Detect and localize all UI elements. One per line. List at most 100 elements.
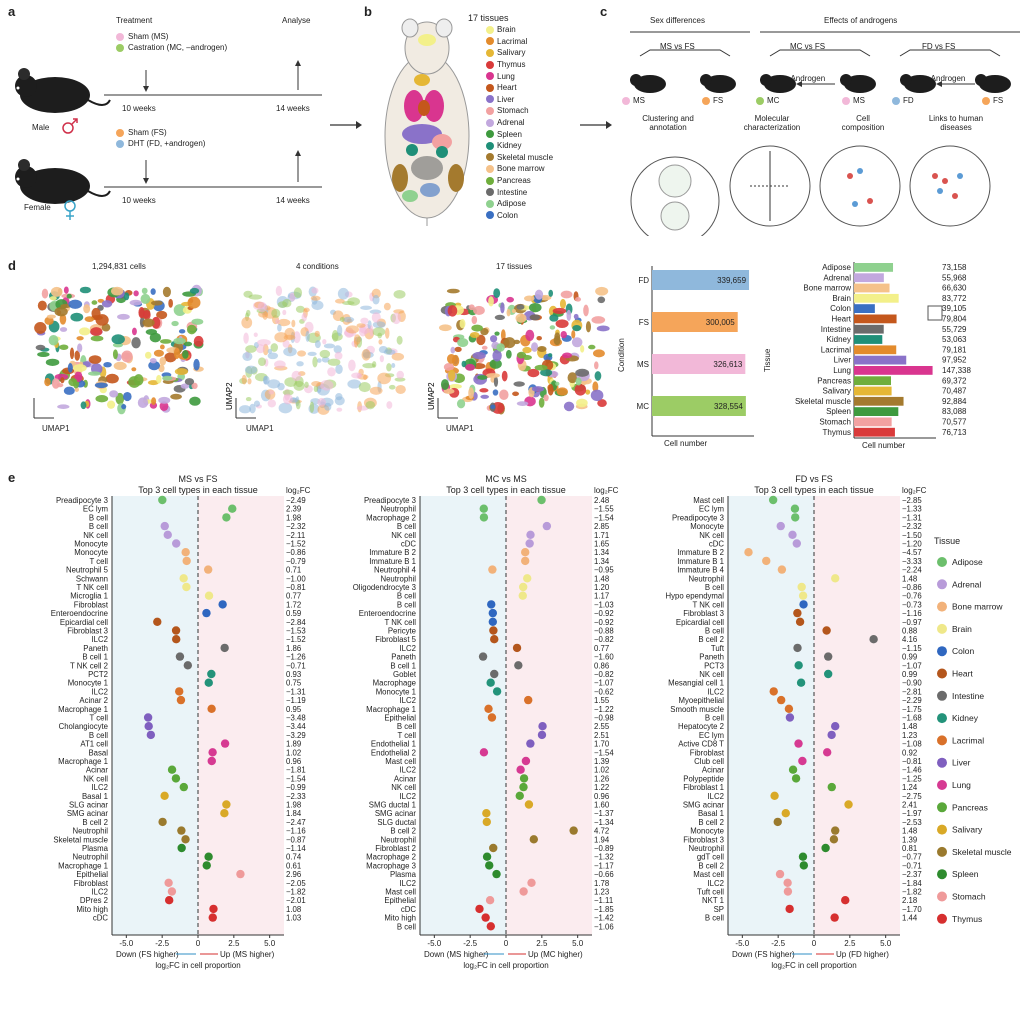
week-14-male: 14 weeks [276, 104, 310, 113]
umap-cell [241, 374, 247, 385]
dot-point [202, 861, 211, 870]
legend-dot-icon [937, 601, 947, 612]
cell-type-label: Immature B 4 [677, 566, 724, 575]
fc-value-label: 1.20 [594, 583, 610, 592]
analysis-2: Molecular characterization [743, 114, 801, 132]
tissue-dot-icon [486, 72, 494, 81]
umap-cell [574, 383, 587, 396]
umap-cell [293, 287, 303, 299]
umap-cell [335, 364, 343, 375]
fc-header: log₂FC [902, 486, 927, 495]
cell-type-label: Fibroblast 3 [67, 627, 108, 636]
up-region [198, 496, 284, 935]
fc-value-label: 1.65 [594, 540, 610, 549]
umap-cell [51, 378, 60, 389]
tissue-tick-label: Stomach [819, 418, 851, 427]
tissue-value-label: 97,952 [942, 356, 967, 365]
dot-point [831, 826, 840, 835]
umap-cell [468, 304, 475, 311]
umap2-label: UMAP2 [427, 382, 436, 410]
dot-point [785, 904, 794, 914]
fc-value-label: −2.53 [902, 818, 922, 827]
umap-cell [379, 355, 384, 363]
sex-diff-title: Sex differences [650, 16, 705, 25]
cell-type-label: ILC2 [92, 687, 108, 696]
cell-type-label: SLG ductal [377, 818, 416, 827]
fc-value-label: −0.86 [902, 583, 922, 592]
umap-cell [193, 358, 200, 371]
umap-cell [80, 401, 87, 410]
cell-type-label: ILC2 [92, 635, 108, 644]
umap-title-1: 1,294,831 cells [92, 262, 146, 271]
legend-label: Heart [952, 669, 973, 679]
umap-cell [131, 367, 137, 372]
dot-point [167, 887, 177, 896]
umap-cell [395, 384, 406, 394]
tissue-bar [854, 263, 894, 272]
cell-type-label: Monocyte [690, 522, 724, 531]
cell-type-label: SP [714, 905, 724, 914]
umap-cell [270, 343, 279, 352]
dot-point [482, 809, 491, 818]
dot-point [485, 861, 494, 870]
umap-cell [291, 319, 296, 328]
umap-cell [536, 336, 542, 341]
umap-cell [506, 308, 511, 317]
cell-type-label: Tuft cell [697, 888, 724, 897]
fc-value-label: −1.37 [594, 809, 614, 818]
umap-cell [496, 343, 505, 352]
cell-type-label: Fibroblast [74, 600, 109, 609]
umap-cell [48, 334, 59, 346]
tissue-bar [854, 345, 897, 355]
dot-point [798, 852, 808, 861]
umap-cell [101, 300, 113, 308]
cell-type-label: B cell 2 [390, 827, 416, 836]
dot-point [171, 774, 181, 783]
umap-cell [503, 337, 516, 349]
umap-cell [149, 332, 161, 343]
legend-dot-icon [937, 623, 947, 634]
tissue-dot-icon [486, 188, 494, 197]
fc-value-label: −0.87 [286, 835, 306, 844]
tissue-bar [854, 355, 907, 365]
umap-cell [63, 386, 75, 395]
umap-cell [246, 309, 251, 317]
fc-value-label: 1.23 [902, 731, 917, 740]
fc-value-label: 1.48 [902, 827, 917, 836]
umap1-label-3: UMAP1 [446, 424, 474, 433]
x-tick-label: -2.5 [771, 939, 785, 948]
male-legend: Sham (MS) Castration (MC, –androgen) [116, 32, 227, 52]
fc-value-label: 4.72 [594, 827, 609, 836]
dot-point [181, 835, 190, 844]
umap-cell [46, 314, 56, 319]
cell-type-label: Epicardial cell [676, 618, 724, 627]
umap-cell [137, 397, 149, 409]
umap-cell [268, 390, 274, 395]
legend-label: Thymus [952, 914, 982, 924]
dot-point [781, 809, 790, 818]
cell-type-label: NK cell [83, 531, 108, 540]
umap-cell [37, 351, 50, 358]
down-note: Down (FS higher) [116, 950, 179, 959]
umap-cell [386, 401, 393, 409]
cell-type-label: B cell [89, 731, 108, 740]
cell-type-label: Endothelial 1 [371, 740, 416, 749]
dot-point [486, 922, 496, 931]
fc-value-label: 1.84 [286, 809, 302, 818]
umap-cell [88, 355, 102, 364]
umap-cell [186, 324, 197, 335]
dot-point [823, 669, 833, 679]
dotplot-title: FD vs FS [795, 474, 833, 484]
fc-value-label: −0.90 [902, 679, 922, 688]
umap-cell [113, 361, 127, 371]
dot-point [146, 730, 156, 740]
dot-point [182, 556, 191, 566]
dot-point [790, 504, 800, 513]
fc-value-label: 1.23 [594, 888, 609, 897]
tissue-tick-label: Lung [833, 366, 851, 375]
umap-cell [314, 330, 320, 337]
umap-cell [383, 302, 391, 311]
umap-cell [69, 347, 75, 360]
umap-cell [529, 314, 541, 321]
umap-cell [393, 290, 406, 299]
